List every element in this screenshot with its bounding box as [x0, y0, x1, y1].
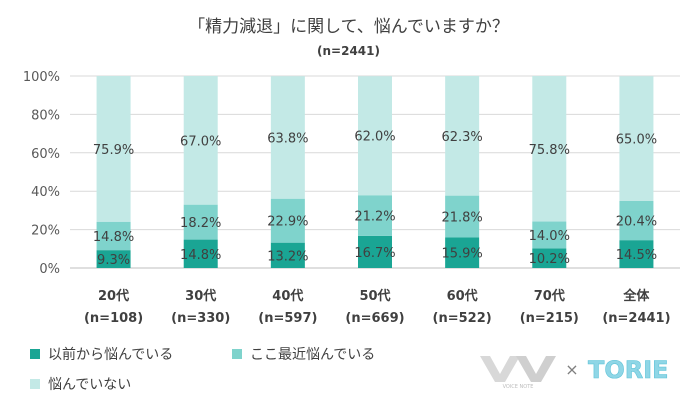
data-label: 16.7% — [354, 246, 395, 261]
y-tick-label: 0% — [39, 262, 60, 277]
bar-segment — [445, 237, 480, 268]
bar-segment — [358, 235, 392, 268]
legend-swatch-none — [30, 379, 40, 389]
x-category-label: 20代 — [98, 288, 129, 304]
voice-note-text: VOICE NOTE — [503, 384, 534, 390]
x-category-n-label: (n=597) — [258, 311, 317, 326]
bar-segment — [96, 250, 131, 268]
data-label: 75.8% — [529, 143, 570, 158]
bar-segment — [445, 195, 480, 238]
chart-title: 「精力減退」に関して、悩んでいますか？ — [188, 17, 509, 37]
bar-segment — [183, 76, 218, 205]
x-category-label: 30代 — [185, 288, 216, 304]
x-category-n-label: (n=2441) — [602, 311, 670, 326]
data-label: 62.3% — [441, 130, 482, 145]
legend-item-none: 悩んでいない — [30, 374, 131, 394]
data-label: 21.8% — [441, 211, 482, 226]
bar-segment — [183, 239, 218, 268]
legend-swatch-long-term — [30, 349, 40, 359]
data-label: 20.4% — [616, 215, 657, 230]
torie-logo: TORIE — [588, 356, 669, 384]
x-category-label: 40代 — [272, 288, 303, 304]
bar-segment — [619, 76, 654, 201]
y-tick-label: 40% — [31, 185, 60, 200]
x-category-n-label: (n=108) — [84, 311, 143, 326]
bar-segment — [96, 221, 131, 251]
data-label: 75.9% — [93, 143, 134, 158]
legend-swatch-recent — [232, 349, 242, 359]
voice-note-logo: VOICE NOTE — [480, 356, 556, 390]
chart-subtitle: (n=2441) — [317, 44, 380, 58]
data-label: 14.5% — [616, 248, 657, 263]
legend: 以前から悩んでいる ここ最近悩んでいる 悩んでいない — [30, 344, 430, 404]
data-label: 22.9% — [267, 215, 308, 230]
bar-segment — [358, 195, 392, 236]
data-label: 21.2% — [354, 210, 395, 225]
bar-segment — [445, 76, 480, 196]
y-tick-label: 60% — [31, 147, 60, 162]
bar-segment — [532, 76, 567, 222]
bar-segment — [270, 76, 305, 199]
x-category-label: 全体 — [622, 288, 650, 304]
data-label: 15.9% — [441, 247, 482, 262]
bar-segment — [96, 76, 131, 222]
data-label: 14.8% — [180, 248, 221, 263]
data-label: 10.2% — [529, 252, 570, 267]
bar-segment — [358, 76, 392, 196]
y-tick-label: 100% — [23, 70, 60, 85]
x-category-n-label: (n=522) — [433, 311, 492, 326]
data-label: 14.8% — [93, 230, 134, 245]
x-category-label: 60代 — [447, 288, 478, 304]
x-category-label: 70代 — [534, 288, 565, 304]
y-tick-label: 20% — [31, 224, 60, 239]
x-category-n-label: (n=215) — [520, 311, 579, 326]
data-label: 67.0% — [180, 134, 221, 149]
bar-segment — [619, 240, 654, 268]
data-label: 65.0% — [616, 133, 657, 148]
legend-item-long-term: 以前から悩んでいる — [30, 344, 173, 364]
x-category-label: 50代 — [359, 288, 390, 304]
bar-segment — [270, 242, 305, 268]
data-label: 18.2% — [180, 216, 221, 231]
bar-segment — [183, 204, 218, 240]
bar-segment — [532, 221, 567, 249]
bar-segment — [532, 248, 567, 268]
legend-item-recent: ここ最近悩んでいる — [232, 344, 375, 364]
data-label: 63.8% — [267, 131, 308, 146]
brand-separator: × — [565, 360, 578, 379]
legend-label-none: 悩んでいない — [48, 377, 132, 393]
x-category-n-label: (n=330) — [171, 311, 230, 326]
brand-logos: VOICE NOTE × TORIE — [478, 350, 683, 390]
data-label: 62.0% — [354, 130, 395, 145]
bar-segment — [270, 198, 305, 243]
data-label: 14.0% — [529, 229, 570, 244]
bar-segment — [619, 200, 654, 241]
legend-label-long-term: 以前から悩んでいる — [48, 347, 174, 363]
data-label: 9.3% — [97, 253, 130, 268]
legend-label-recent: ここ最近悩んでいる — [250, 347, 376, 363]
x-category-n-label: (n=669) — [345, 311, 404, 326]
data-label: 13.2% — [267, 249, 308, 264]
y-tick-label: 80% — [31, 108, 60, 123]
